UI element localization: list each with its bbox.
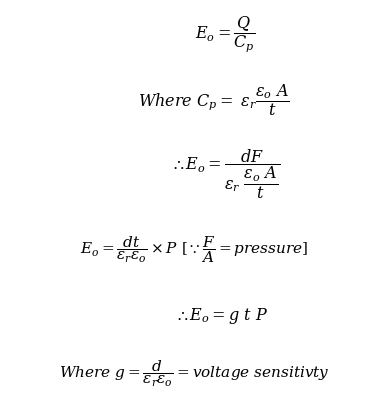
Text: $\mathit{Where}\ C_p =\ \epsilon_r \dfrac{\epsilon_o\ A}{t}$: $\mathit{Where}\ C_p =\ \epsilon_r \dfra… <box>138 82 289 118</box>
Text: $\mathit{Where}\ g = \dfrac{d}{\epsilon_r \epsilon_o} = \mathit{voltage\ sensiti: $\mathit{Where}\ g = \dfrac{d}{\epsilon_… <box>59 359 329 389</box>
Text: $\therefore E_o = \dfrac{dF}{\epsilon_r\ \dfrac{\epsilon_o\ A}{t}}$: $\therefore E_o = \dfrac{dF}{\epsilon_r\… <box>170 147 280 201</box>
Text: $\therefore E_o = g\ t\ P$: $\therefore E_o = g\ t\ P$ <box>174 306 268 326</box>
Text: $E_o = \dfrac{Q}{C_p}$: $E_o = \dfrac{Q}{C_p}$ <box>195 14 255 54</box>
Text: $E_o = \dfrac{dt}{\epsilon_r \epsilon_o} \times P\ [\because \dfrac{F}{A} = \mat: $E_o = \dfrac{dt}{\epsilon_r \epsilon_o}… <box>80 235 308 265</box>
